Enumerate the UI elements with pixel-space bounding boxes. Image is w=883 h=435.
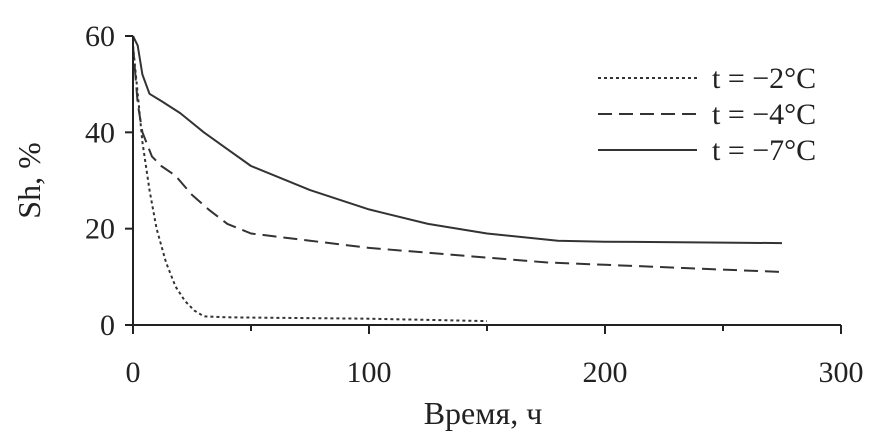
y-axis-label: Sh, % <box>11 142 47 218</box>
series-layer <box>132 35 783 323</box>
y-tick-label: 40 <box>85 116 115 149</box>
y-tick-label: 20 <box>85 213 115 246</box>
x-tick-label: 100 <box>347 356 392 389</box>
legend-label-3: t = −7°C <box>712 134 816 167</box>
x-tick-label: 0 <box>126 356 141 389</box>
x-axis-label: Время, ч <box>424 395 543 431</box>
series-line-2 <box>132 45 783 273</box>
ticks-layer: 0 20 40 60 0 100 200 300 <box>85 20 864 389</box>
y-tick-label: 0 <box>100 309 115 342</box>
y-tick-label: 60 <box>85 20 115 53</box>
legend-label-2: t = −4°C <box>712 98 816 131</box>
x-tick-label: 200 <box>583 356 628 389</box>
legend: t = −2°Ct = −4°Ct = −7°C <box>598 62 816 167</box>
series-line-3 <box>132 35 783 245</box>
legend-label-1: t = −2°C <box>712 62 816 95</box>
series-line-1 <box>132 45 488 323</box>
x-tick-label: 300 <box>819 356 864 389</box>
